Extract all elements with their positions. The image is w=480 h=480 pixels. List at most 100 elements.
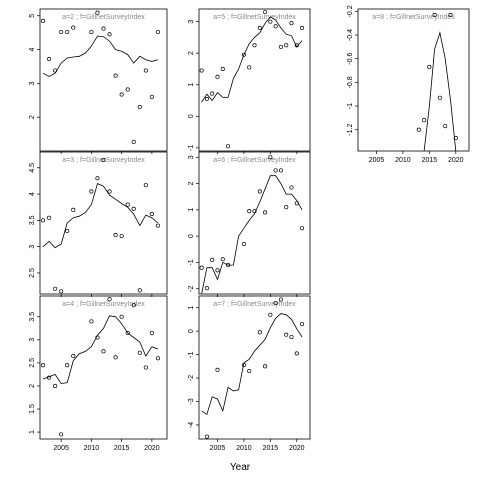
data-point <box>268 312 273 317</box>
y-tick-label: -1 <box>347 103 354 109</box>
data-point <box>422 118 427 123</box>
data-point <box>241 52 246 57</box>
data-point <box>125 202 130 207</box>
y-tick-label: -1 <box>188 259 195 265</box>
data-point <box>294 351 299 356</box>
data-point <box>40 218 46 223</box>
fitted-line <box>201 16 303 103</box>
data-point <box>71 25 76 30</box>
x-tick-label: 2005 <box>53 445 69 452</box>
x-tick-label: 2015 <box>422 157 438 164</box>
y-tick-label: 1 <box>29 430 36 434</box>
data-point <box>95 335 100 340</box>
y-tick-label: 2 <box>29 115 36 119</box>
y-tick-label: -0.4 <box>347 29 354 41</box>
panel-label: a=6 ; f=GillnetSurveyIndex <box>213 157 296 164</box>
fitted-line <box>423 31 457 151</box>
data-point <box>125 330 130 335</box>
data-point <box>252 209 257 214</box>
data-point <box>252 43 257 48</box>
panel-label: a=5 ; f=GillnetSurveyIndex <box>213 14 296 21</box>
data-point <box>95 10 100 15</box>
data-point <box>199 265 204 270</box>
data-point <box>137 350 142 355</box>
data-point <box>289 21 294 26</box>
data-point <box>220 66 225 72</box>
data-point <box>113 355 118 360</box>
y-tick-label: 2 <box>29 384 36 388</box>
data-point <box>53 68 58 73</box>
data-point <box>263 364 268 369</box>
data-point <box>268 155 273 160</box>
data-point <box>247 65 252 70</box>
data-point <box>220 257 225 262</box>
data-point <box>241 241 246 247</box>
y-tick-label: 2.5 <box>29 268 36 278</box>
data-point <box>149 94 154 99</box>
data-point <box>284 332 289 337</box>
data-point <box>143 183 148 188</box>
data-point <box>89 189 94 194</box>
panel-5: a=6 ; f=GillnetSurveyIndex -2 -1 0 1 2 3 <box>188 151 311 297</box>
data-point <box>65 29 70 35</box>
y-tick-label: 4 <box>29 192 36 196</box>
y-tick-label: -0.2 <box>347 5 354 17</box>
data-point <box>226 144 231 149</box>
x-tick-label: 2020 <box>448 157 464 164</box>
data-point <box>131 206 136 211</box>
data-point <box>71 207 76 212</box>
data-point <box>300 25 305 30</box>
panel-label: a=7 ; f=GillnetSurveyIndex <box>213 301 296 308</box>
data-point <box>289 334 294 340</box>
data-point <box>204 434 209 439</box>
panel-frame <box>39 295 168 440</box>
y-tick-label: 2 <box>188 182 195 186</box>
y-tick-label: 3.5 <box>29 312 36 322</box>
y-tick-label: -0.6 <box>347 53 354 65</box>
data-point <box>149 212 154 217</box>
x-tick-label: 2005 <box>210 445 226 452</box>
x-axis-title: Year <box>230 462 251 473</box>
panel-6: a=4 ; f=GillnetSurveyIndex 1 1.5 2 2.5 3 3.5 20… <box>29 295 168 452</box>
x-tick-label: 2020 <box>289 445 305 452</box>
data-point <box>263 210 268 215</box>
data-point <box>416 127 421 132</box>
data-point <box>155 29 160 35</box>
data-point <box>89 29 94 35</box>
data-point <box>40 363 46 368</box>
data-point <box>263 10 268 15</box>
y-tick-label: 2.5 <box>29 358 36 368</box>
data-point <box>101 349 106 354</box>
x-tick-label: 2020 <box>144 445 160 452</box>
data-point <box>107 32 112 37</box>
data-point <box>119 234 124 239</box>
data-point <box>226 263 231 268</box>
panel-7: a=7 ; f=GillnetSurveyIndex -4 -3 -2 -1 0 1 2005… <box>188 295 311 452</box>
data-point <box>300 226 305 231</box>
data-point <box>47 56 52 62</box>
y-tick-label: 3 <box>188 155 195 159</box>
data-point <box>65 228 70 233</box>
y-tick-label: 3 <box>29 338 36 342</box>
data-point <box>199 68 204 73</box>
y-tick-label: 4.5 <box>29 163 36 173</box>
y-tick-label: -2 <box>188 286 195 292</box>
data-point <box>155 356 160 361</box>
y-tick-label: 3 <box>188 20 195 24</box>
fitted-line <box>201 175 303 294</box>
data-point <box>294 43 299 48</box>
data-point <box>47 215 52 220</box>
data-point <box>215 268 220 273</box>
data-point <box>107 297 112 302</box>
data-point <box>437 95 442 100</box>
data-point <box>273 168 278 173</box>
fitted-line <box>42 35 159 78</box>
panel-frame <box>198 8 311 152</box>
data-point <box>210 257 215 262</box>
data-point <box>143 365 148 370</box>
y-tick-label: -0.8 <box>347 76 354 88</box>
panel-label: a=2 ; f=GillnetSurveyIndex <box>62 14 145 21</box>
data-point <box>273 24 278 29</box>
panel-grid: a=2 ; f=GillnetSurveyIndex 2 3 4 5 a=5 ; f=Gi… <box>29 5 470 452</box>
y-tick-label: -1.2 <box>347 124 354 136</box>
